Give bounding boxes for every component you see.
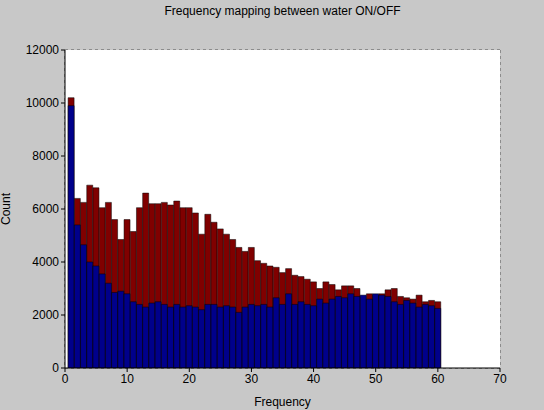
svg-text:Frequency: Frequency (254, 395, 311, 409)
svg-text:20: 20 (183, 372, 197, 386)
svg-text:0: 0 (62, 372, 69, 386)
html-text:Frequency mapping between wate: Frequency mapping between water ON/OFF (164, 4, 401, 18)
svg-text:2000: 2000 (32, 308, 59, 322)
svg-text:4000: 4000 (32, 255, 59, 269)
svg-text:50: 50 (369, 372, 383, 386)
svg-text:10000: 10000 (26, 96, 60, 110)
svg-text:40: 40 (307, 372, 321, 386)
svg-text:6000: 6000 (32, 202, 59, 216)
svg-text:70: 70 (493, 372, 507, 386)
svg-text:Count: Count (8, 192, 13, 225)
svg-text:8000: 8000 (32, 149, 59, 163)
svg-text:10: 10 (120, 372, 134, 386)
svg-text:0: 0 (52, 361, 59, 375)
svg-text:30: 30 (245, 372, 259, 386)
svg-text:12000: 12000 (26, 43, 60, 57)
svg-text:60: 60 (431, 372, 445, 386)
